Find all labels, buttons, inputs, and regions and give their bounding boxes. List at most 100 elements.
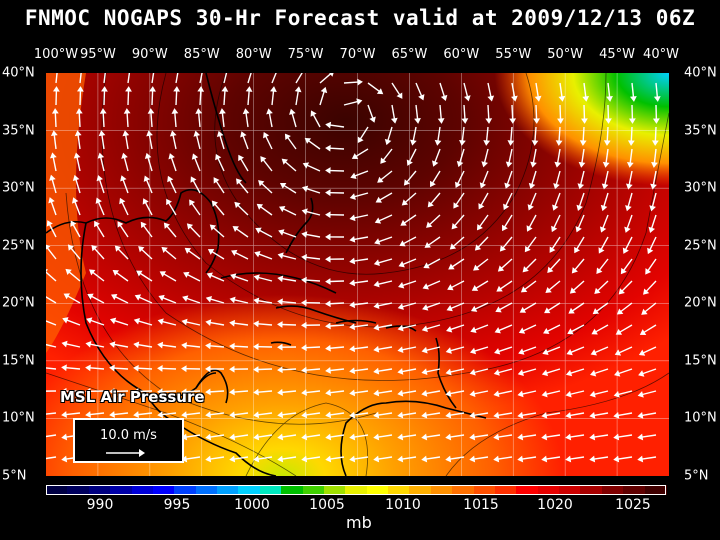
colorbar-swatch [131, 485, 154, 495]
wind-arrow [138, 246, 153, 260]
wind-arrow [95, 197, 105, 216]
wind-arrow [120, 175, 129, 194]
wind-arrow [181, 411, 201, 419]
wind-arrow [374, 236, 393, 245]
wind-arrow [50, 130, 58, 150]
wind-arrow [637, 433, 657, 441]
wind-arrow [470, 324, 489, 333]
wind-arrow [253, 433, 273, 441]
wind-arrow [483, 126, 491, 146]
wind-arrow [373, 280, 393, 288]
wind-arrow [240, 131, 249, 150]
wind-arrow [229, 455, 249, 463]
colorbar-swatch [409, 485, 432, 495]
wind-arrow [205, 411, 225, 419]
wind-arrow [426, 214, 441, 228]
wind-arrow [445, 455, 465, 463]
wind-arrow [618, 280, 633, 295]
wind-arrow [205, 295, 225, 304]
wind-arrow [46, 434, 57, 438]
colorbar-swatch [110, 485, 133, 495]
wind-arrow [517, 368, 537, 376]
wind-arrow [399, 236, 417, 247]
wind-arrow [454, 170, 465, 189]
latitude-label: 30°N [2, 180, 35, 196]
wind-arrow [99, 108, 107, 128]
wind-arrow [582, 82, 590, 102]
wind-arrow [325, 121, 345, 129]
wind-arrow [598, 236, 609, 254]
colorbar-swatch [623, 485, 646, 495]
colorbar-swatch [537, 485, 560, 495]
wind-arrow [168, 153, 177, 172]
wind-arrow [520, 280, 537, 293]
wind-arrow [373, 367, 393, 375]
wind-arrow [569, 280, 585, 294]
wind-arrow [157, 318, 177, 326]
wind-arrow [350, 170, 369, 179]
wind-arrow [163, 222, 177, 238]
wind-arrow [485, 104, 493, 124]
wind-arrow [541, 390, 561, 398]
wind-arrow [626, 148, 634, 168]
colorbar-swatch [259, 485, 282, 495]
pressure-map [46, 73, 669, 476]
wind-arrow [229, 296, 249, 304]
wind-arrow [181, 365, 201, 373]
wind-arrow [528, 170, 537, 190]
wind-arrow [555, 126, 563, 146]
wind-arrow [181, 342, 201, 349]
wind-arrow [423, 258, 441, 269]
wind-arrow [397, 324, 417, 332]
wind-arrow [553, 170, 561, 190]
wind-arrow [193, 130, 201, 150]
wind-arrow [263, 131, 273, 150]
wind-arrow [596, 258, 609, 274]
colorbar-swatch [516, 485, 539, 495]
wind-arrow [199, 73, 203, 84]
wind-arrow [406, 148, 417, 166]
wind-arrow [625, 170, 633, 190]
wind-arrow [143, 175, 153, 194]
wind-arrow [541, 455, 561, 463]
wind-arrow [575, 214, 585, 233]
wind-arrow [600, 192, 609, 212]
wind-arrow [123, 108, 131, 128]
wind-arrow [157, 365, 177, 372]
wind-arrow [51, 108, 59, 128]
wind-arrow [469, 433, 489, 441]
wind-arrow [517, 455, 537, 463]
wind-arrow [504, 170, 513, 189]
wind-arrow [229, 319, 249, 327]
wind-arrow [301, 433, 321, 441]
wind-arrow [574, 236, 585, 254]
longitude-label: 90°W [131, 47, 168, 62]
wind-arrow [630, 82, 637, 102]
wind-arrow [615, 324, 633, 335]
wind-arrow [253, 297, 273, 305]
wind-arrow [565, 455, 585, 463]
colorbar-tick-label: 1015 [463, 497, 499, 513]
wind-arrow [205, 455, 225, 463]
wind-arrow [651, 126, 659, 146]
wind-arrow [397, 302, 417, 310]
wind-arrow [545, 280, 561, 294]
longitude-label: 50°W [547, 47, 584, 62]
wind-arrow [645, 258, 657, 275]
wind-arrow [469, 455, 489, 463]
wind-arrow [390, 104, 398, 124]
colorbar-swatch [473, 485, 496, 495]
wind-arrow [377, 170, 393, 183]
wind-arrow [384, 126, 393, 146]
wind-arrow [639, 324, 657, 335]
wind-arrow [653, 82, 661, 102]
wind-arrow [349, 345, 369, 353]
wind-arrow [325, 411, 345, 419]
wind-arrow [159, 271, 177, 282]
wind-arrow [61, 340, 81, 348]
map-title: FNMOC NOGAPS 30-Hr Forecast valid at 200… [24, 6, 696, 30]
wind-arrow [48, 197, 57, 216]
wind-arrow [447, 280, 465, 291]
colorbar-swatch [559, 485, 582, 495]
wind-arrow [578, 148, 586, 168]
